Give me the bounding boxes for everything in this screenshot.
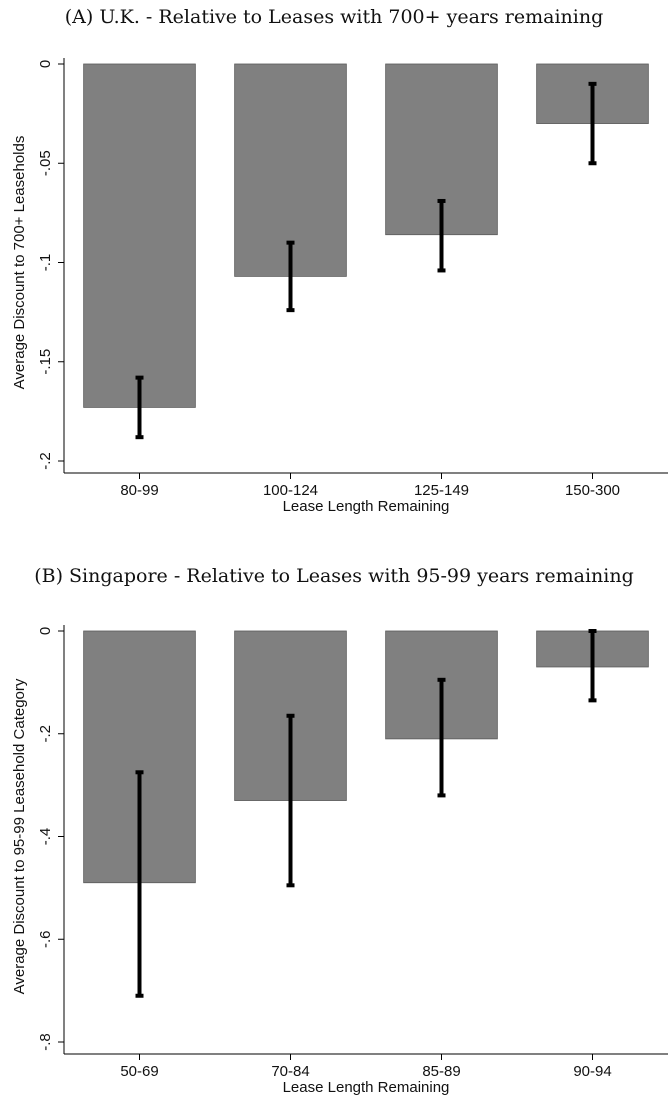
y-tick-label: -.6 xyxy=(37,930,54,948)
y-tick-label: 0 xyxy=(37,60,54,68)
panel-a-chart: 0 -.05 -.1 -.15 -.2 80-99 100-124 125-149 150-30… xyxy=(11,58,668,515)
y-tick-label: -.2 xyxy=(37,725,54,743)
y-tick-label: -.15 xyxy=(37,349,54,375)
y-axis-title: Average Discount to 700+ Leaseholds xyxy=(11,136,28,390)
x-tick-label: 50-69 xyxy=(120,1063,158,1080)
panel-a-title: (A) U.K. - Relative to Leases with 700+ … xyxy=(64,6,604,28)
x-tick-label: 125-149 xyxy=(414,482,469,499)
panel-b-title: (B) Singapore - Relative to Leases with … xyxy=(34,565,634,587)
y-tick-label: -.05 xyxy=(37,150,54,176)
y-tick-label: 0 xyxy=(37,627,54,635)
y-axis-title: Average Discount to 95-99 Leasehold Cate… xyxy=(11,678,28,994)
x-tick-label: 90-94 xyxy=(573,1063,611,1080)
bar xyxy=(83,63,196,408)
x-axis-title: Lease Length Remaining xyxy=(283,1079,450,1096)
panel-b-chart: 0 -.2 -.4 -.6 -.8 50-69 70-84 85-89 90-94 Lease L… xyxy=(11,625,668,1096)
x-tick-label: 100-124 xyxy=(263,482,318,499)
y-tick-label: -.8 xyxy=(37,1033,54,1051)
x-axis-title: Lease Length Remaining xyxy=(283,498,450,515)
x-tick-label: 80-99 xyxy=(120,482,158,499)
y-tick-label: -.2 xyxy=(37,452,54,470)
y-tick-label: -.4 xyxy=(37,828,54,846)
x-tick-label: 70-84 xyxy=(271,1063,309,1080)
y-tick-label: -.1 xyxy=(37,254,54,272)
x-tick-label: 85-89 xyxy=(422,1063,460,1080)
x-tick-label: 150-300 xyxy=(565,482,620,499)
